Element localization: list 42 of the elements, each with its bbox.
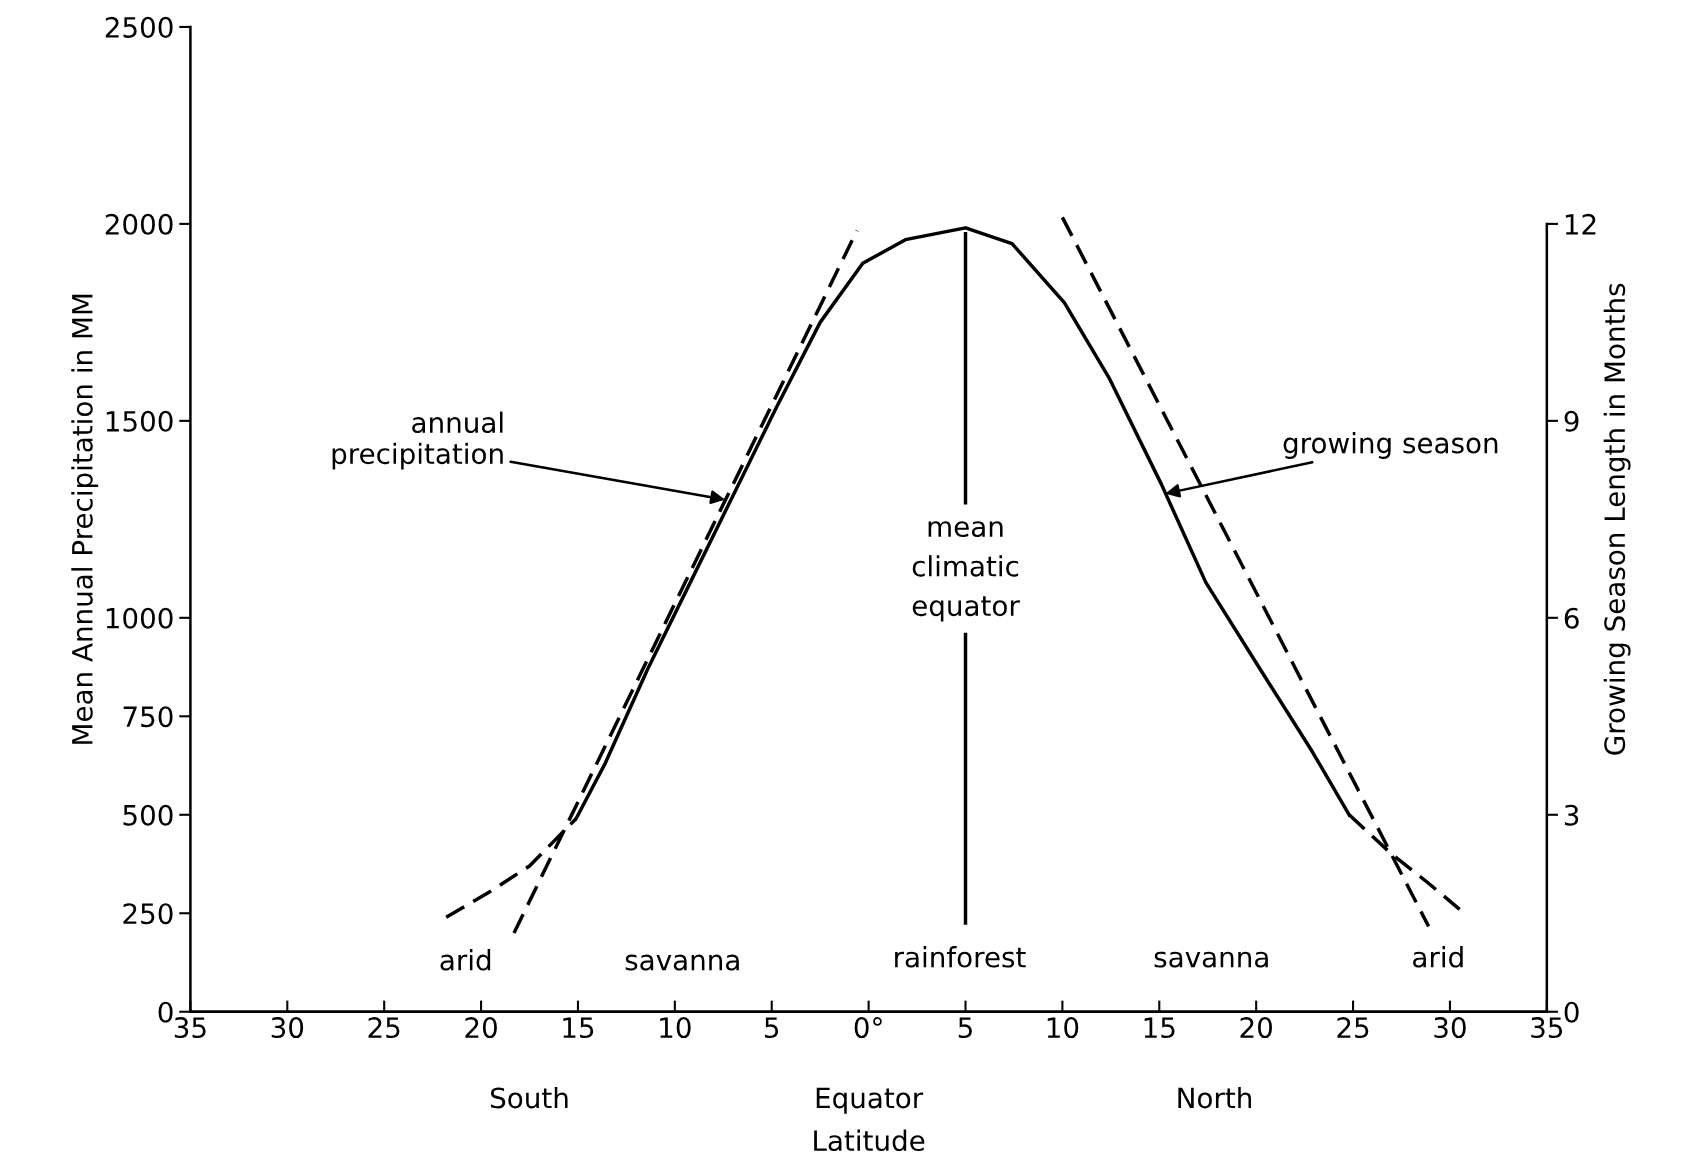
x-tick-label: 30 xyxy=(271,1017,304,1039)
y-tick-label: 1500 xyxy=(106,410,173,432)
annotation: arid xyxy=(1413,946,1463,968)
ref-line-label: mean climatic equator xyxy=(912,521,1020,622)
y-tick-label: 250 xyxy=(123,903,173,925)
y-tick-label: 1000 xyxy=(106,607,173,629)
y-tick-label: 2500 xyxy=(105,16,173,38)
text: South xyxy=(490,1086,568,1109)
y-axis-title: Mean Annual Precipitation in MM xyxy=(71,294,99,744)
x-tick-label: 0° xyxy=(854,1017,882,1039)
x-tick-label: 15 xyxy=(563,1017,594,1039)
y2-tick-label: 6 xyxy=(1564,607,1579,629)
annotation: rainforest xyxy=(895,946,1026,968)
annotation: arid xyxy=(440,949,491,971)
x-tick-label: 35 xyxy=(174,1017,206,1039)
x-tick-label: 15 xyxy=(1144,1017,1175,1039)
x-tick-label: 20 xyxy=(1240,1017,1272,1039)
x-tick-label: 20 xyxy=(465,1017,497,1039)
y-tick-label: 0 xyxy=(158,1001,173,1023)
y2-tick-label: 12 xyxy=(1565,213,1596,235)
annotation: annual precipitation xyxy=(332,411,503,470)
annotation: savanna xyxy=(1154,951,1268,968)
y-tick-label: 2000 xyxy=(105,213,173,235)
x-axis-title: Latitude xyxy=(814,1129,925,1152)
x-tick-label: 35 xyxy=(1531,1017,1563,1039)
text: North xyxy=(1178,1086,1251,1109)
x-tick-label: 30 xyxy=(1434,1017,1466,1039)
annotation: growing season xyxy=(1283,432,1498,459)
y2-tick-label: 3 xyxy=(1564,804,1579,826)
x-tick-label: 10 xyxy=(1047,1017,1079,1039)
x-tick-label: 10 xyxy=(660,1017,691,1039)
text: Equator xyxy=(816,1087,924,1114)
x-tick-label: 5 xyxy=(958,1017,972,1039)
annotation: savanna xyxy=(625,954,739,971)
x-tick-label: 5 xyxy=(765,1017,779,1039)
y-tick-label: 750 xyxy=(123,706,173,728)
y-tick-label: 500 xyxy=(123,804,173,826)
y2-axis-title: Growing Season Length in Months xyxy=(1603,283,1631,755)
y2-tick-label: 0 xyxy=(1564,1001,1579,1023)
x-tick-label: 25 xyxy=(1337,1017,1369,1039)
x-tick-label: 25 xyxy=(368,1017,400,1039)
y2-tick-label: 9 xyxy=(1564,410,1579,432)
